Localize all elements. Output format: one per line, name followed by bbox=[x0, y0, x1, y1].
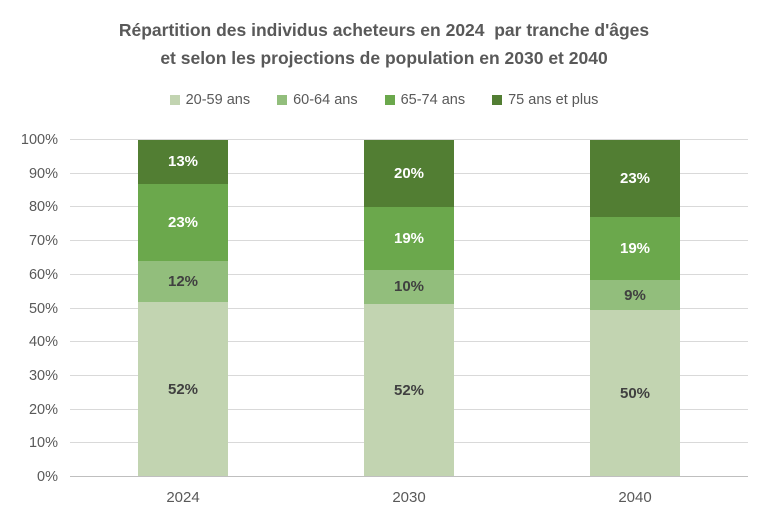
legend-label: 60-64 ans bbox=[293, 92, 358, 108]
chart-title-line-1: Répartition des individus acheteurs en 2… bbox=[118, 20, 650, 40]
bar-segment-2024-65-74-ans: 23% bbox=[138, 183, 228, 262]
legend-swatch-icon bbox=[384, 95, 395, 105]
legend-item-65-74-ans: 65-74 ans bbox=[384, 92, 466, 108]
bar-segment-2040-60-64-ans: 9% bbox=[590, 280, 680, 311]
y-tick-label: 80% bbox=[28, 199, 58, 216]
y-tick-label: 0% bbox=[37, 469, 58, 485]
legend-label: 20-59 ans bbox=[185, 92, 251, 108]
legend-swatch-icon bbox=[277, 95, 288, 105]
y-tick-label: 70% bbox=[28, 233, 58, 250]
x-axis-line bbox=[70, 476, 748, 477]
bar-segment-2040-65-74-ans: 19% bbox=[590, 216, 680, 281]
bar-segment-2030-65-74-ans: 19% bbox=[364, 206, 454, 271]
y-tick-label: 40% bbox=[28, 334, 58, 351]
legend-label: 75 ans et plus bbox=[508, 92, 599, 108]
x-tick-label-2040: 2040 bbox=[618, 489, 652, 506]
x-tick-label-2024: 2024 bbox=[166, 489, 200, 506]
y-tick-label: 90% bbox=[28, 165, 58, 182]
gridline bbox=[70, 139, 748, 140]
bar-segment-2024-60-64-ans: 12% bbox=[138, 261, 228, 302]
bar-segment-2030-60-64-ans: 10% bbox=[364, 270, 454, 304]
bar-segment-2030-75-ans-et-plus: 20% bbox=[364, 140, 454, 207]
bar-segment-2040-75-ans-et-plus: 23% bbox=[590, 140, 680, 217]
y-tick-label: 60% bbox=[28, 266, 58, 283]
bar-segment-2040-20-59-ans: 50% bbox=[590, 310, 680, 477]
bar-segment-2024-75-ans-et-plus: 13% bbox=[138, 140, 228, 184]
legend-label: 65-74 ans bbox=[400, 92, 466, 108]
bar-2030: 52% 10% 19% 20% bbox=[364, 140, 454, 477]
y-tick-label: 10% bbox=[28, 435, 58, 452]
chart-title-line-2: et selon les projections de population e… bbox=[160, 48, 608, 68]
legend: 20-59 ans 60-64 ans 65-74 ans 75 ans et plu… bbox=[0, 90, 768, 110]
legend-item-75-ans-et-plus: 75 ans et plus bbox=[492, 92, 598, 108]
x-axis: 2024 2030 2040 bbox=[70, 489, 748, 509]
y-tick-label: 30% bbox=[28, 367, 58, 384]
y-tick-label: 50% bbox=[28, 300, 58, 317]
legend-swatch-icon bbox=[169, 95, 180, 105]
y-axis: 0% 10% 20% 30% 40% 50% 60% 70% 80% 90% 100% bbox=[0, 132, 58, 485]
bar-2024: 52% 12% 23% 13% bbox=[138, 140, 228, 477]
legend-item-20-59-ans: 20-59 ans bbox=[169, 92, 251, 108]
chart-title: Répartition des individus acheteurs en 2… bbox=[0, 16, 768, 72]
bar-segment-2030-20-59-ans: 52% bbox=[364, 303, 454, 477]
y-tick-label: 20% bbox=[28, 401, 58, 418]
x-tick-label-2030: 2030 bbox=[392, 489, 426, 506]
plot-area: 52% 12% 23% 13% 52% 10% 19% 20% 50% 9% 19% 23% bbox=[70, 139, 748, 477]
y-tick-label: 100% bbox=[20, 132, 58, 148]
legend-item-60-64-ans: 60-64 ans bbox=[277, 92, 358, 108]
bar-segment-2024-20-59-ans: 52% bbox=[138, 301, 228, 477]
legend-swatch-icon bbox=[492, 95, 503, 105]
bar-2040: 50% 9% 19% 23% bbox=[590, 140, 680, 477]
